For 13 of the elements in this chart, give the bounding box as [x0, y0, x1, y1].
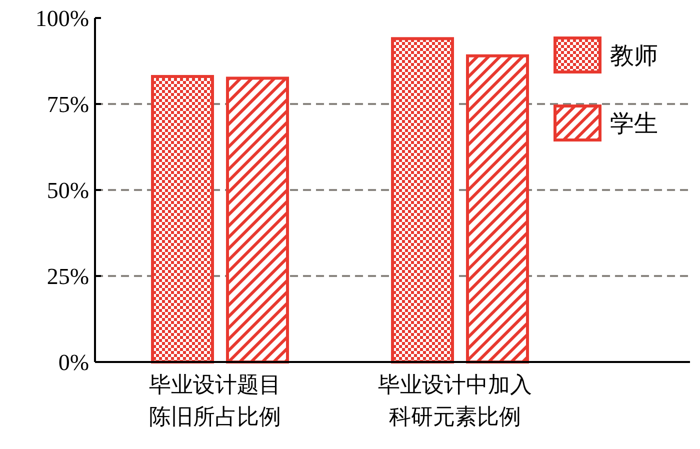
bar — [391, 37, 454, 364]
y-tick-label: 50% — [46, 178, 89, 204]
bar — [226, 76, 289, 364]
y-tick-label: 100% — [35, 6, 89, 32]
x-tick-label: 毕业设计题目陈旧所占比例 — [149, 372, 281, 429]
bar — [151, 74, 214, 364]
x-tick-label: 毕业设计中加入科研元素比例 — [378, 372, 532, 429]
y-tick-label: 0% — [58, 350, 89, 376]
legend-label: 教师 — [610, 43, 658, 70]
legend-label: 学生 — [610, 111, 658, 138]
y-tick-label: 25% — [46, 264, 89, 290]
y-tick-label: 75% — [46, 92, 89, 118]
bar — [466, 54, 529, 364]
